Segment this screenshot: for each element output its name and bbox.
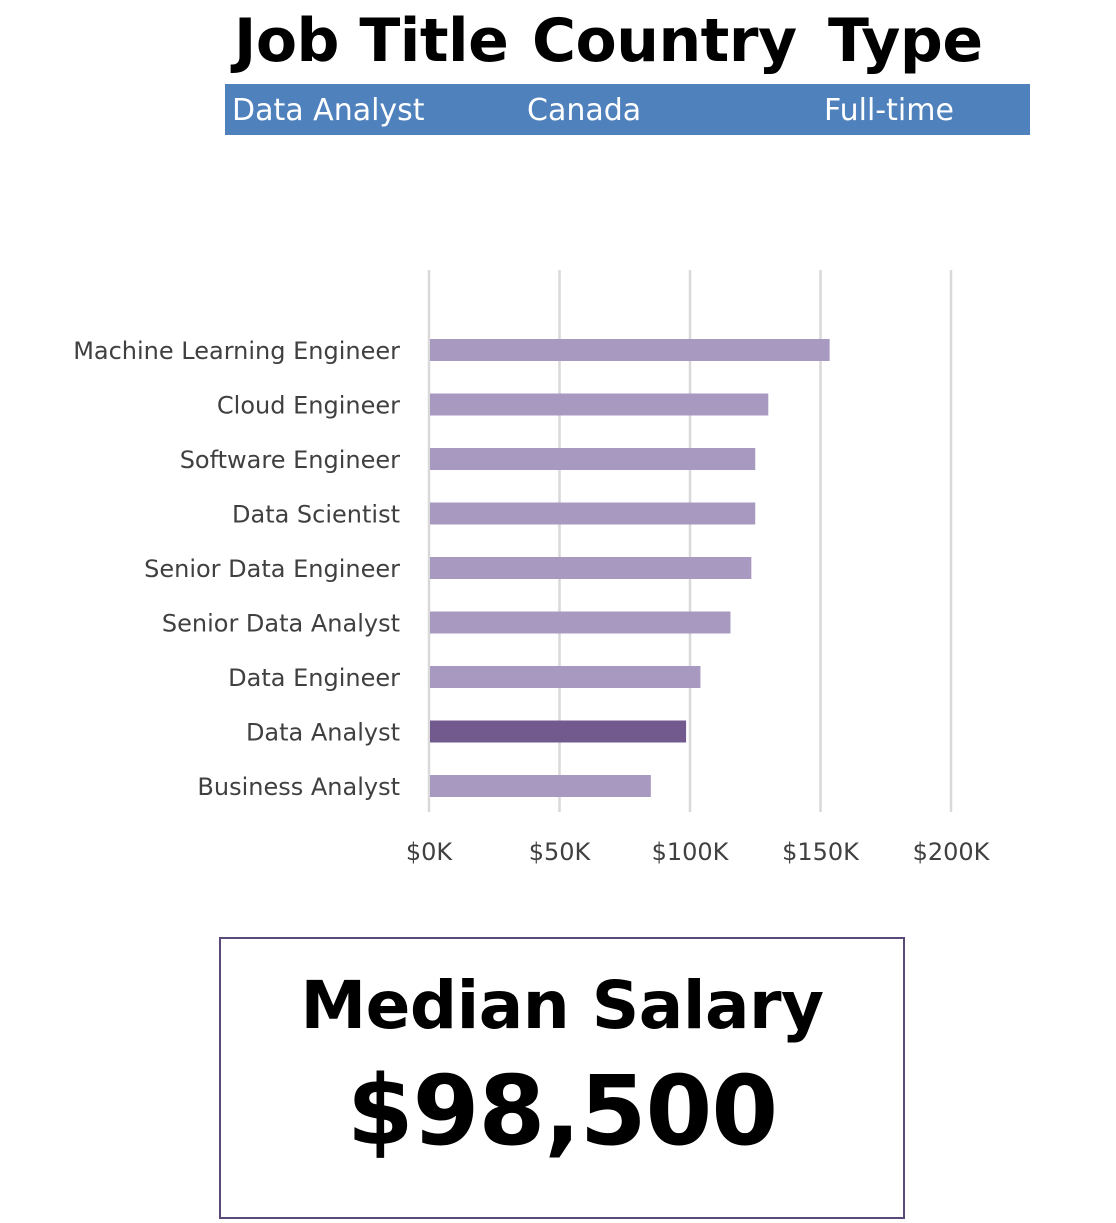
median-salary-value: $98,500 [346, 1055, 778, 1167]
category-label: Data Engineer [228, 664, 400, 692]
header-country: Country [532, 6, 797, 76]
bar-business-analyst [430, 775, 651, 797]
bar-senior-data-engineer [430, 557, 752, 579]
x-tick-label: $0K [406, 838, 454, 866]
filter-header: Job Title Country Type [225, 2, 1030, 80]
x-tick-label: $50K [529, 838, 592, 866]
category-label: Software Engineer [180, 446, 400, 474]
job-title-filter-value[interactable]: Data Analyst [232, 93, 425, 128]
x-tick-label: $200K [913, 838, 991, 866]
category-label: Business Analyst [197, 773, 400, 801]
type-filter-value[interactable]: Full-time [824, 93, 954, 128]
salary-bar-chart: Machine Learning Engineer Cloud Engineer S… [0, 250, 1116, 890]
bar-machine-learning-engineer [430, 339, 830, 361]
x-tick-label: $100K [652, 838, 730, 866]
category-label: Data Scientist [232, 501, 400, 529]
median-salary-card: Median Salary $98,500 [219, 937, 905, 1219]
country-filter-value[interactable]: Canada [527, 93, 642, 128]
category-label: Senior Data Analyst [162, 610, 400, 638]
x-tick-label: $150K [782, 838, 860, 866]
bar-senior-data-analyst [430, 611, 731, 634]
bar-software-engineer [430, 448, 756, 470]
header-job-title: Job Title [234, 6, 509, 76]
category-label: Senior Data Engineer [144, 555, 400, 583]
bar-data-engineer [430, 666, 701, 688]
filter-selection-bar: Data Analyst Canada Full-time [225, 84, 1030, 135]
category-label: Data Analyst [246, 719, 400, 747]
chart-svg: Machine Learning Engineer Cloud Engineer S… [73, 270, 991, 866]
bar-data-analyst [430, 720, 687, 743]
bar-data-scientist [430, 502, 756, 525]
median-salary-label: Median Salary [300, 967, 824, 1044]
header-type: Type [828, 6, 983, 76]
category-label: Cloud Engineer [217, 392, 400, 420]
bar-cloud-engineer [430, 393, 769, 416]
category-label: Machine Learning Engineer [73, 337, 400, 365]
